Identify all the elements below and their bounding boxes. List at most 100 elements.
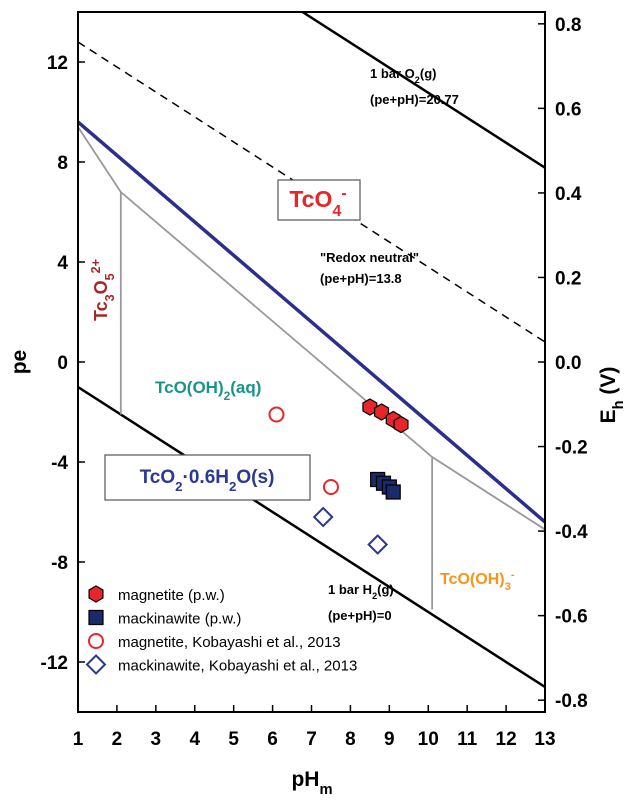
x-tick-label: 11	[457, 729, 478, 750]
y-tick-label: -4	[51, 453, 68, 474]
x-tick-label: 8	[345, 729, 356, 750]
marker	[385, 484, 401, 500]
x-tick-label: 1	[73, 729, 84, 750]
legend-label: magnetite (p.w.)	[118, 587, 225, 604]
text-part: 2	[415, 75, 420, 85]
y-tick-label: 12	[47, 53, 68, 74]
y2-tick-label: -0.2	[555, 438, 588, 459]
annotation: TcO(OH)3-	[440, 569, 515, 593]
text-part: (aq)	[230, 378, 261, 397]
text-part: -	[511, 569, 515, 581]
marker	[393, 415, 409, 434]
text-part: "Redox neutral"	[320, 250, 419, 265]
text-part: (pe+pH)=13.8	[320, 271, 402, 286]
x-tick-label: 12	[496, 729, 517, 750]
annotation: (pe+pH)=13.8	[320, 271, 402, 286]
marker	[362, 398, 378, 416]
text-part: TcO	[289, 186, 332, 212]
annotation: TcO4-	[289, 184, 346, 220]
text-part: 1 bar O	[370, 66, 415, 81]
y2-tick-label: 0.8	[555, 15, 581, 36]
plot-lines	[78, 12, 545, 689]
annotation: Tc3O52+	[89, 259, 117, 321]
legend-label: mackinawite, Kobayashi et al., 2013	[118, 658, 357, 675]
marker	[374, 403, 390, 421]
annotation: "Redox neutral"	[320, 250, 419, 265]
label-box	[104, 454, 311, 501]
text-part: (V)	[597, 367, 620, 401]
text-part: ·0.6H	[183, 467, 229, 488]
x-tick-label: 4	[189, 729, 200, 750]
text-part: 2	[175, 479, 182, 494]
annotation: (pe+pH)=0	[328, 608, 392, 623]
text-part: TcO(OH)	[155, 378, 224, 397]
y-tick-label: -12	[41, 653, 68, 674]
text-part: 1 bar H	[328, 582, 372, 597]
text-part: -	[341, 184, 346, 202]
plot-frame	[77, 11, 546, 713]
boundary-line	[301, 12, 545, 169]
legend-label: mackinawite (p.w.)	[118, 611, 241, 628]
label-box	[277, 179, 361, 221]
x-tick-label: 7	[306, 729, 317, 750]
text-part: pH	[291, 768, 319, 791]
text-part: 2	[224, 389, 231, 403]
x-tick-label: 9	[384, 729, 395, 750]
text-part: 3	[505, 581, 511, 593]
y-axis-label: pe	[8, 350, 31, 375]
x-tick-label: 3	[151, 729, 162, 750]
x-tick-label: 6	[267, 729, 278, 750]
text-part: (g)	[420, 66, 437, 81]
legend-label: magnetite, Kobayashi et al., 2013	[118, 634, 341, 651]
text-part: 2+	[89, 259, 103, 273]
y2-tick-label: 0.6	[555, 99, 581, 120]
text-part: pe	[8, 350, 31, 375]
text-part: 4	[332, 202, 341, 220]
text-part: E	[597, 409, 620, 423]
x-tick-label: 10	[418, 729, 439, 750]
marker	[268, 406, 285, 423]
y-tick-label: 4	[57, 253, 68, 274]
y-tick-label: 0	[57, 353, 68, 374]
text-part: h	[611, 400, 627, 409]
boundary-line	[78, 41, 545, 343]
text-part: 5	[103, 273, 117, 280]
annotation: TcO(OH)2(aq)	[155, 378, 261, 403]
y2-tick-label: -0.6	[555, 607, 588, 628]
annotation: 1 bar H2(g)	[328, 582, 394, 601]
y2-tick-label: 0.4	[555, 184, 582, 205]
text-part: 2	[229, 479, 236, 494]
marker	[312, 506, 334, 528]
y2-tick-label: -0.4	[555, 522, 588, 543]
legend-marker	[88, 633, 104, 649]
annotation: TcO2·0.6H2O(s)	[140, 467, 275, 494]
x-tick-label: 2	[112, 729, 123, 750]
text-part: (pe+pH)=20.77	[370, 92, 459, 107]
text-part: (g)	[377, 582, 394, 597]
marker	[367, 534, 389, 555]
boundary-line	[78, 126, 545, 531]
legend-marker	[88, 585, 104, 603]
boundary-line	[78, 120, 545, 524]
legend-marker	[88, 609, 104, 626]
y-tick-label: -8	[51, 553, 68, 574]
y2-axis-label: Eh (V)	[597, 367, 627, 424]
y2-tick-label: 0.0	[555, 353, 581, 374]
text-part: Tc	[91, 301, 111, 321]
text-part: 3	[103, 294, 117, 301]
text-part: 2	[372, 591, 377, 601]
text-part: m	[319, 782, 332, 798]
x-tick-label: 13	[534, 729, 555, 750]
boundary-line	[78, 385, 545, 689]
annotation: (pe+pH)=20.77	[370, 92, 459, 107]
legend-marker	[85, 654, 107, 675]
annotation: 1 bar O2(g)	[370, 66, 436, 85]
text-part: O(s)	[236, 467, 274, 488]
y2-tick-label: -0.8	[555, 691, 588, 712]
y-tick-label: 8	[57, 153, 68, 174]
text-part: O	[91, 280, 111, 294]
y2-tick-label: 0.2	[555, 268, 581, 289]
x-axis-label: pHm	[291, 768, 332, 798]
text-part: (pe+pH)=0	[328, 608, 392, 623]
